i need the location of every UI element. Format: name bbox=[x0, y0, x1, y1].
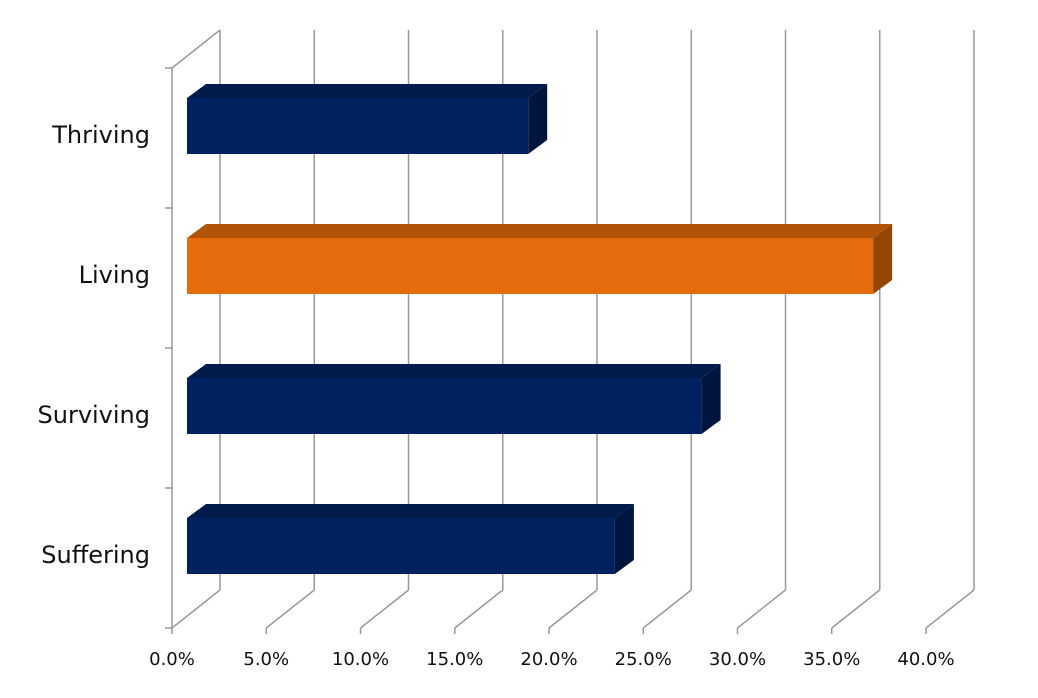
category-label: Surviving bbox=[38, 401, 151, 429]
grid-line bbox=[925, 589, 975, 629]
bar-top bbox=[187, 224, 893, 238]
bar-side bbox=[528, 84, 548, 154]
x-tick-label: 5.0% bbox=[243, 649, 289, 670]
x-tick-label: 35.0% bbox=[803, 649, 860, 670]
x-tick-label: 25.0% bbox=[615, 649, 672, 670]
bar-side bbox=[701, 364, 721, 434]
axis-wall bbox=[171, 29, 221, 69]
grid-line bbox=[548, 589, 598, 629]
grid-line bbox=[831, 589, 881, 629]
category-label: Suffering bbox=[41, 541, 150, 569]
bar bbox=[187, 518, 615, 574]
grid-line bbox=[454, 589, 504, 629]
grid-line bbox=[737, 589, 786, 629]
bar-top bbox=[187, 364, 721, 378]
bar-side bbox=[873, 224, 893, 294]
category-label: Thriving bbox=[51, 121, 150, 149]
grid-line bbox=[642, 589, 692, 629]
bar bbox=[187, 378, 702, 434]
bar bbox=[187, 238, 874, 294]
bar-side bbox=[614, 504, 634, 574]
bar bbox=[187, 98, 529, 154]
grid-line bbox=[171, 589, 221, 629]
x-tick-label: 30.0% bbox=[709, 649, 766, 670]
category-label: Living bbox=[79, 261, 150, 289]
x-tick-label: 15.0% bbox=[426, 649, 483, 670]
bar-top bbox=[187, 84, 548, 98]
x-tick-label: 40.0% bbox=[897, 649, 954, 670]
x-tick-label: 10.0% bbox=[332, 649, 389, 670]
x-tick-label: 0.0% bbox=[149, 649, 195, 670]
bar-top bbox=[187, 504, 634, 518]
grid-line bbox=[265, 589, 315, 629]
grid-line bbox=[360, 589, 409, 629]
x-tick-label: 20.0% bbox=[520, 649, 577, 670]
